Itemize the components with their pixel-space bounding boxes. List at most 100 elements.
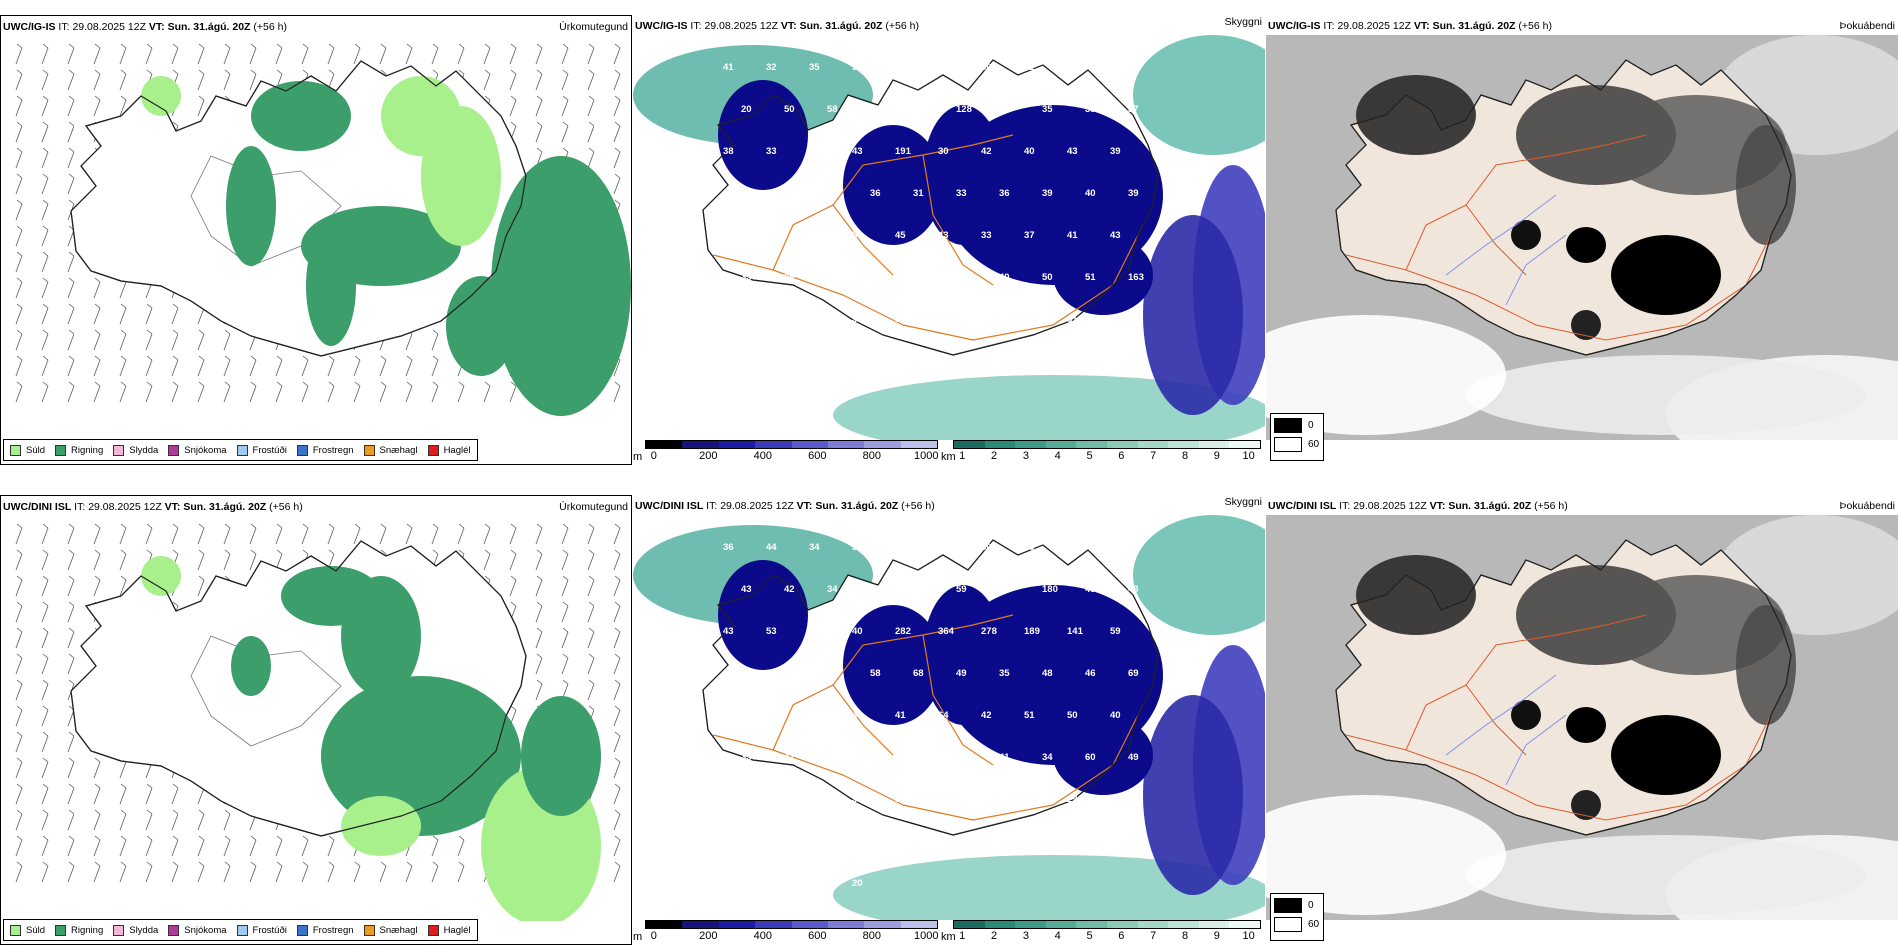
visibility-value-label: 49 <box>956 668 967 679</box>
fog-legend-item: 60 <box>1271 913 1323 932</box>
visibility-value-label: 134 <box>999 836 1016 847</box>
visibility-value-label: 49 <box>1128 752 1139 763</box>
visibility-value-label: 41 <box>895 710 906 721</box>
panel-header: UWC/DINI ISL IT: 29.08.2025 12Z VT: Sun.… <box>3 501 303 513</box>
precip-legend-item: Súld <box>10 444 46 456</box>
colorbar-tick: 1000 <box>914 930 939 942</box>
visibility-value-label: 29 <box>1110 794 1121 805</box>
visibility-value-label: 180 <box>1042 584 1058 595</box>
legend-label: Frostregn <box>312 924 354 936</box>
visibility-value-label: 278 <box>981 626 997 637</box>
legend-label: Rigning <box>71 444 104 456</box>
visibility-value-label: 39 <box>1128 188 1139 199</box>
fog-legend: 0 60 <box>1270 413 1324 461</box>
visibility-value-label: 68 <box>741 668 752 679</box>
visibility-value-label: 38 <box>827 188 838 199</box>
visibility-value-label: 44 <box>870 272 881 283</box>
legend-label: Snæhagl <box>379 924 418 936</box>
visibility-value-label: 44 <box>766 710 777 721</box>
colorbar-tick: 2 <box>991 450 998 462</box>
fog-map <box>1266 35 1898 440</box>
visibility-value-label: 36 <box>784 272 795 283</box>
precip-panel-row1: UWC/IG-IS IT: 29.08.2025 12Z VT: Sun. 31… <box>0 15 632 465</box>
visibility-value-label: 79 <box>870 836 881 847</box>
visibility-value-label: 51 <box>784 836 795 847</box>
visibility-value-label: 42 <box>913 272 924 283</box>
panel-title: Úrkomutegund <box>559 501 628 513</box>
colorbar-tick: 4 <box>1054 930 1061 942</box>
legend-label: 60 <box>1308 439 1320 450</box>
legend-label: Haglél <box>443 444 471 456</box>
colorbar-tick: 10 <box>1242 450 1255 462</box>
visibility-value-label: 40 <box>1110 710 1121 721</box>
colorbar-tick: 1 <box>959 450 966 462</box>
visibility-value-label: 43 <box>741 584 752 595</box>
visibility-value-label: 39 <box>766 794 777 805</box>
visibility-value-label: 69 <box>870 104 881 115</box>
visibility-value-label: 102 <box>723 314 739 325</box>
visibility-value-label: 52 <box>870 584 881 595</box>
precip-map <box>15 523 621 921</box>
visibility-value-label: 189 <box>1024 626 1040 637</box>
visibility-map: 36 44 34 34 37 40 50 50 46 62 43 42 34 52 66 59 45 180 43 4… <box>633 515 1265 920</box>
precip-legend: Súld Rigning Slydda Snjókoma Frostúði Frostre… <box>3 919 478 941</box>
vis-legend-km: 1 2 3 4 5 6 7 8 9 10 km <box>941 920 1261 943</box>
visibility-value-label: 34 <box>1042 752 1053 763</box>
visibility-value-label: 40 <box>852 626 863 637</box>
colorbar-unit: km <box>941 451 956 463</box>
precip-panel-row2: UWC/DINI ISL IT: 29.08.2025 12Z VT: Sun.… <box>0 495 632 945</box>
fog-legend-item: 60 <box>1271 433 1323 452</box>
fog-legend: 0 60 <box>1270 893 1324 941</box>
panel-title: Þokuábendi <box>1839 500 1895 512</box>
visibility-value-label: 59 <box>1110 626 1121 637</box>
visibility-value-label: 43 <box>1085 584 1096 595</box>
visibility-value-label: 33 <box>981 230 992 241</box>
visibility-value-label: 45 <box>766 230 777 241</box>
panel-header: UWC/IG-IS IT: 29.08.2025 12Z VT: Sun. 31… <box>635 20 919 32</box>
visibility-value-label: 51 <box>1024 710 1035 721</box>
precip-legend-item: Haglél <box>427 924 471 936</box>
visibility-value-label: 35 <box>999 668 1010 679</box>
legend-label: Súld <box>26 444 46 456</box>
visibility-value-label: 33 <box>741 752 752 763</box>
visibility-value-label: 66 <box>913 584 924 595</box>
fog-legend-item: 0 <box>1271 414 1323 433</box>
visibility-value-label: 41 <box>723 230 734 241</box>
visibility-value-label: 32 <box>999 104 1010 115</box>
precip-legend-item: Slydda <box>113 444 159 456</box>
visibility-value-label: 34 <box>809 230 820 241</box>
legend-swatch <box>296 924 308 936</box>
legend-swatch <box>168 444 180 456</box>
legend-label: Slydda <box>129 444 159 456</box>
visibility-value-label: 51 <box>1024 62 1035 73</box>
legend-swatch <box>55 924 67 936</box>
visibility-value-label: 20 <box>852 878 863 889</box>
visibility-value-label: 60 <box>981 62 992 73</box>
colorbar-tick: 3 <box>1022 930 1029 942</box>
visibility-value-label: 96 <box>809 314 820 325</box>
visibility-value-label: 50 <box>784 104 795 115</box>
visibility-value-label: 36 <box>809 794 820 805</box>
precip-map <box>15 43 631 416</box>
legend-label: Frostúði <box>252 444 287 456</box>
visibility-value-label: 96 <box>766 314 777 325</box>
precip-legend-item: Rigning <box>55 444 104 456</box>
visibility-value-label: 43 <box>852 710 863 721</box>
legend-swatch <box>1274 898 1302 913</box>
colorbar-tick: 1 <box>959 930 966 942</box>
visibility-value-label: 57 <box>784 668 795 679</box>
precip-legend-item: Súld <box>10 924 45 936</box>
legend-label: 0 <box>1308 420 1314 431</box>
precip-legend-item: Frostregn <box>296 924 354 936</box>
colorbar-tick: 6 <box>1118 930 1125 942</box>
panel-header: UWC/DINI ISL IT: 29.08.2025 12Z VT: Sun.… <box>635 500 935 512</box>
legend-label: 0 <box>1308 900 1314 911</box>
legend-label: Frostregn <box>312 444 354 456</box>
visibility-value-label: 72 <box>913 752 924 763</box>
legend-label: Snjókoma <box>184 444 227 456</box>
fog-legend-item: 0 <box>1271 894 1323 913</box>
colorbar-tick: 6 <box>1118 450 1125 462</box>
visibility-value-label: 43 <box>1110 230 1121 241</box>
visibility-value-label: 50 <box>1067 710 1078 721</box>
legend-label: Slydda <box>129 924 159 936</box>
